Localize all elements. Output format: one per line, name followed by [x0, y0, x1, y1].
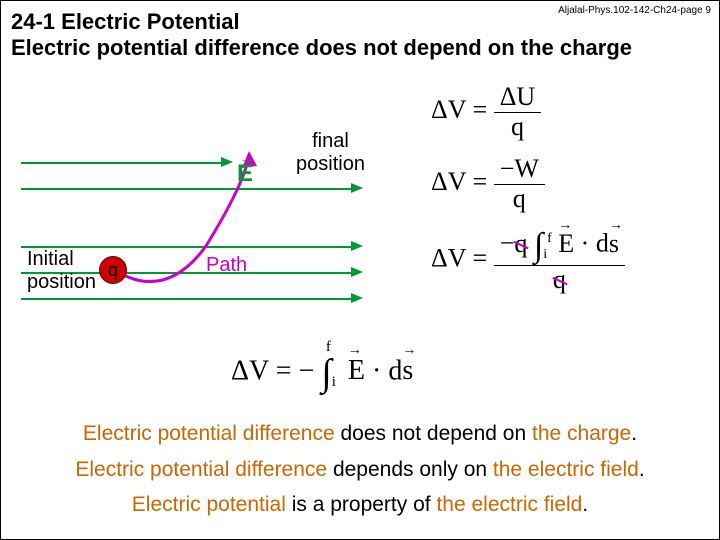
- final-label-line2: position: [296, 153, 365, 175]
- initial-label-line2: position: [27, 271, 96, 293]
- footer-summary: Electric potential difference does not d…: [1, 416, 719, 523]
- equation-4: ΔV = − ∫if E · ds: [231, 351, 413, 395]
- footer-3-a: Electric potential: [132, 493, 286, 516]
- path-label: Path: [206, 254, 247, 277]
- footer-1-a: Electric potential difference: [83, 422, 335, 445]
- footer-2-a: Electric potential difference: [75, 458, 327, 481]
- e-vector-label: E: [237, 160, 253, 188]
- charge-label: q: [108, 260, 118, 281]
- page-subtitle: Electric potential difference does not d…: [11, 35, 632, 61]
- charge-marker: q: [99, 256, 127, 284]
- footer-3-c: the electric field: [436, 493, 582, 516]
- footer-3-b: is a property of: [286, 493, 437, 516]
- footer-2-b: depends only on: [327, 458, 493, 481]
- header-ref: Aljalal-Phys.102-142-Ch24-page 9: [558, 5, 711, 16]
- final-position-label: final position: [296, 130, 365, 176]
- equation-3: ΔV = −q ∫if E · ds q: [431, 227, 701, 294]
- page-title: 24-1 Electric Potential: [11, 9, 240, 35]
- footer-line-1: Electric potential difference does not d…: [1, 416, 719, 452]
- footer-1-c: the charge: [532, 422, 631, 445]
- field-diagram: → E final position Initial position q Pa…: [21, 126, 381, 346]
- footer-2-c: the electric field: [493, 458, 639, 481]
- equation-1: ΔV = ΔUq: [431, 83, 701, 141]
- equations-block: ΔV = ΔUq ΔV = −Wq ΔV = −q ∫if E · ds q: [431, 83, 701, 308]
- final-label-line1: final: [312, 130, 349, 152]
- initial-position-label: Initial position: [27, 248, 96, 294]
- footer-line-2: Electric potential difference depends on…: [1, 452, 719, 488]
- equation-2: ΔV = −Wq: [431, 155, 701, 213]
- footer-1-b: does not depend on: [335, 422, 532, 445]
- initial-label-line1: Initial: [27, 248, 74, 270]
- footer-line-3: Electric potential is a property of the …: [1, 487, 719, 523]
